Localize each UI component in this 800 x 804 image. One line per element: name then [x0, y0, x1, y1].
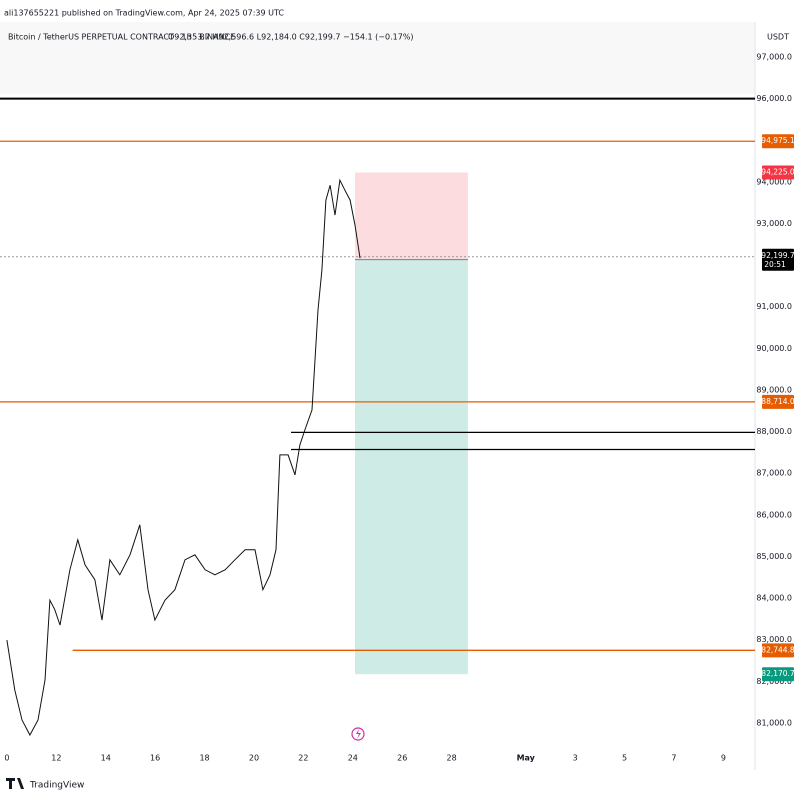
x-tick-label: 18	[199, 754, 209, 763]
y-tick-label: 89,000.0	[756, 385, 792, 394]
x-tick-label: 0	[4, 754, 9, 763]
x-tick-label: 16	[150, 754, 160, 763]
y-tick-label: 81,000.0	[756, 718, 792, 727]
x-tick-label: 26	[397, 754, 407, 763]
event-icon	[351, 727, 365, 741]
y-tick-label: 97,000.0	[756, 52, 792, 61]
level-tag: 94,975.1	[761, 136, 795, 145]
x-tick-label: 20	[249, 754, 259, 763]
x-tick-label: 22	[298, 754, 308, 763]
x-tick-label: 9	[721, 754, 726, 763]
x-tick-label: 7	[671, 754, 676, 763]
y-tick-label: 91,000.0	[756, 302, 792, 311]
level-tag-box	[762, 134, 794, 149]
publisher: ali137655221 published on TradingView.co…	[4, 9, 284, 18]
symbol: Bitcoin / TetherUS PERPETUAL CONTRACT · …	[8, 33, 235, 42]
y-tick-label: 88,000.0	[756, 427, 792, 436]
level-tag: 82,744.8	[761, 645, 795, 654]
target-zone	[355, 259, 468, 675]
stop-zone	[355, 172, 468, 260]
price-line	[6, 178, 361, 737]
countdown: 20:51	[764, 260, 786, 269]
last-price-tag: 92,199.7	[761, 251, 795, 260]
y-tick-label: 85,000.0	[756, 552, 792, 561]
event-icon-bolt	[356, 729, 361, 739]
x-tick-label: 5	[622, 754, 627, 763]
y-tick-label: 87,000.0	[756, 469, 792, 478]
y-tick-label: 84,000.0	[756, 594, 792, 603]
level-tag: 88,714.0	[761, 397, 795, 406]
ohlc: O92,353.7 H92,596.6 L92,184.0 C92,199.7 …	[168, 33, 414, 42]
brand-logo	[6, 778, 24, 789]
currency: USDT	[767, 33, 789, 42]
target-tag: 82,170.7	[761, 669, 795, 678]
stop-tag-box	[762, 165, 794, 180]
last-price-box	[762, 248, 794, 271]
header-band	[0, 22, 755, 94]
level-tag-box	[762, 394, 794, 409]
x-tick-label: 24	[348, 754, 358, 763]
x-tick-label: 3	[573, 754, 578, 763]
x-tick-label: 14	[101, 754, 111, 763]
x-tick-label: 28	[447, 754, 457, 763]
level-tag-box	[762, 643, 794, 658]
y-tick-label: 83,000.0	[756, 635, 792, 644]
y-tick-label: 93,000.0	[756, 219, 792, 228]
target-tag-box	[762, 667, 794, 682]
stop-tag: 94,225.0	[761, 167, 795, 176]
y-tick-label: 90,000.0	[756, 344, 792, 353]
x-tick-label: 12	[51, 754, 61, 763]
y-tick-label: 82,000.0	[756, 677, 792, 686]
brand: TradingView	[29, 781, 84, 791]
y-tick-label: 94,000.0	[756, 177, 792, 186]
y-tick-label: 86,000.0	[756, 510, 792, 519]
y-tick-label: 96,000.0	[756, 94, 792, 103]
x-tick-label: May	[517, 754, 536, 763]
